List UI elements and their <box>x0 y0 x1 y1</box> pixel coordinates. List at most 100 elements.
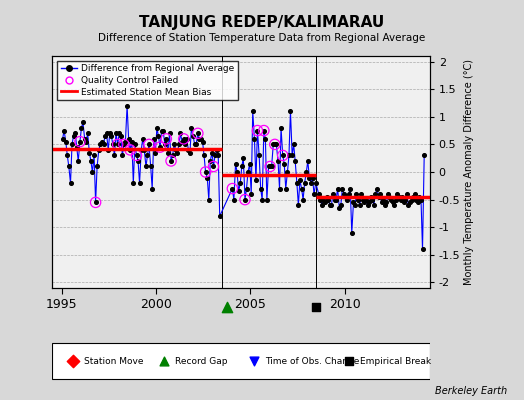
Point <box>140 147 148 153</box>
Point <box>331 196 339 203</box>
Point <box>354 196 363 203</box>
Point <box>267 163 276 170</box>
Point <box>159 127 167 134</box>
Point <box>114 141 122 148</box>
Point <box>298 185 306 192</box>
Point <box>86 158 95 164</box>
Point <box>384 191 392 197</box>
Point <box>399 199 408 206</box>
Point <box>318 202 326 208</box>
Point <box>319 196 328 203</box>
Point <box>343 196 351 203</box>
Point <box>167 158 175 164</box>
Point <box>283 169 292 175</box>
Y-axis label: Monthly Temperature Anomaly Difference (°C): Monthly Temperature Anomaly Difference (… <box>464 59 475 285</box>
Point <box>260 127 268 134</box>
Point <box>258 196 266 203</box>
Point <box>190 141 199 148</box>
Point <box>156 144 165 150</box>
Point <box>324 196 332 203</box>
Point <box>289 141 298 148</box>
Point <box>187 125 195 131</box>
Point <box>374 194 383 200</box>
Point <box>242 185 250 192</box>
Point <box>163 150 172 156</box>
Point <box>166 130 174 136</box>
Point <box>196 136 205 142</box>
Point <box>402 191 411 197</box>
Point <box>209 163 217 170</box>
Point <box>388 199 397 206</box>
Point <box>302 169 311 175</box>
Point <box>85 150 94 156</box>
Point <box>154 133 162 139</box>
Point <box>118 152 127 159</box>
Point <box>398 194 406 200</box>
Point <box>156 144 165 150</box>
Point <box>364 202 372 208</box>
Point <box>209 163 217 170</box>
Point <box>214 152 222 159</box>
Point <box>128 138 136 145</box>
Point <box>397 196 405 203</box>
Point <box>413 199 422 206</box>
Point <box>417 196 425 203</box>
Point <box>247 191 255 197</box>
Point <box>285 152 293 159</box>
Point <box>72 144 81 150</box>
Text: Record Gap: Record Gap <box>175 357 227 366</box>
Point <box>360 199 368 206</box>
Point <box>124 136 133 142</box>
Point <box>270 141 279 148</box>
Point <box>333 185 342 192</box>
Point <box>96 141 104 148</box>
Point <box>121 138 129 145</box>
Point <box>241 196 249 203</box>
Point <box>161 141 169 148</box>
Point <box>362 196 370 203</box>
Point <box>406 199 414 206</box>
Point <box>100 141 108 148</box>
Point <box>228 185 236 192</box>
Point <box>351 202 359 208</box>
Point <box>312 304 321 310</box>
Point <box>288 152 297 159</box>
Point <box>350 199 358 206</box>
Point <box>236 180 245 186</box>
Point <box>308 174 316 181</box>
Point <box>112 130 120 136</box>
Text: Berkeley Earth: Berkeley Earth <box>435 386 507 396</box>
Point <box>341 194 350 200</box>
Point <box>418 246 427 252</box>
Point <box>336 202 345 208</box>
Point <box>110 152 118 159</box>
Point <box>404 202 412 208</box>
Point <box>407 196 416 203</box>
Point <box>157 127 166 134</box>
Point <box>327 202 335 208</box>
Point <box>303 158 312 164</box>
Point <box>332 196 340 203</box>
Point <box>280 160 288 167</box>
Point <box>279 152 287 159</box>
Point <box>266 163 274 170</box>
Point <box>246 160 254 167</box>
Point <box>114 141 122 148</box>
Point <box>241 196 249 203</box>
Point <box>162 136 170 142</box>
Point <box>357 191 365 197</box>
Point <box>307 180 315 186</box>
Point <box>137 147 146 153</box>
Point <box>149 136 158 142</box>
Point <box>269 141 278 148</box>
Point <box>387 196 396 203</box>
Point <box>200 152 208 159</box>
Point <box>230 196 238 203</box>
Point <box>81 136 89 142</box>
Point <box>321 199 330 206</box>
Point <box>201 169 210 175</box>
Point <box>126 147 134 153</box>
Point <box>228 185 236 192</box>
Point <box>412 196 420 203</box>
Point <box>148 185 156 192</box>
